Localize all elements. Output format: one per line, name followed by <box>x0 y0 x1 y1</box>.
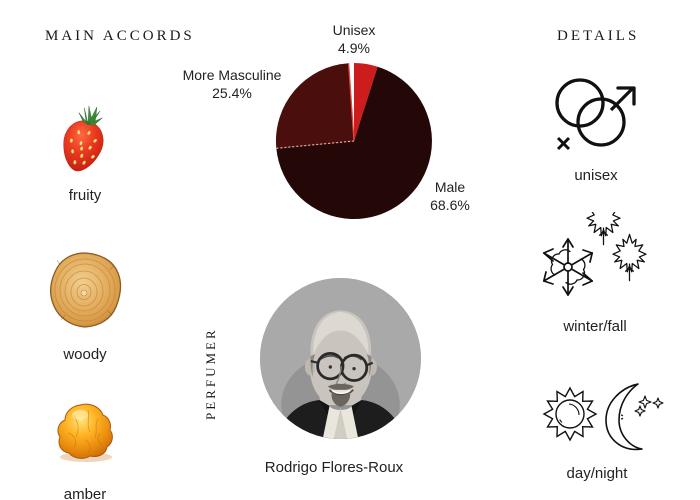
svg-text:25.4%: 25.4% <box>212 85 252 101</box>
svg-text:More Masculine: More Masculine <box>183 67 282 83</box>
svg-text:Male: Male <box>435 179 466 195</box>
svg-text:Unisex: Unisex <box>333 22 376 38</box>
svg-text:68.6%: 68.6% <box>430 197 470 213</box>
svg-text:4.9%: 4.9% <box>338 40 370 56</box>
